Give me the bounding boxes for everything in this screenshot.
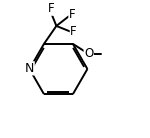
- Text: O: O: [84, 47, 93, 60]
- Text: F: F: [48, 2, 54, 15]
- Text: F: F: [70, 25, 77, 38]
- Text: N: N: [25, 62, 34, 75]
- Text: F: F: [69, 8, 76, 21]
